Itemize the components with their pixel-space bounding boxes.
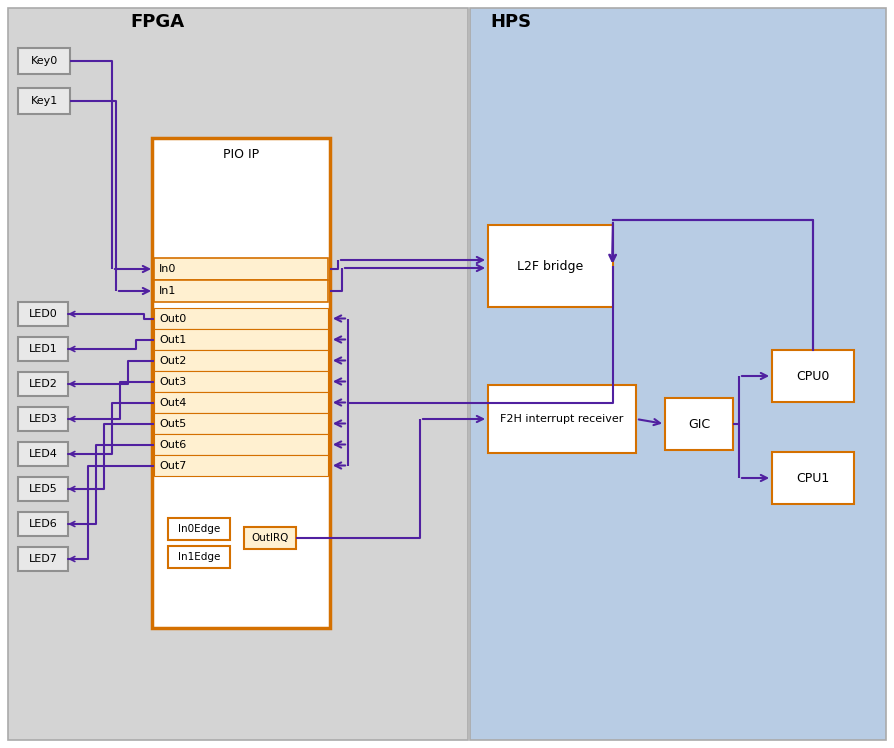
Text: Out6: Out6	[159, 440, 186, 450]
Bar	[488, 385, 636, 453]
Text: Key1: Key1	[30, 96, 57, 106]
Bar	[772, 452, 854, 504]
Bar	[18, 442, 68, 466]
Bar	[8, 8, 468, 740]
Text: In1: In1	[159, 286, 176, 296]
Text: PIO IP: PIO IP	[223, 147, 259, 161]
Text: In0Edge: In0Edge	[178, 524, 220, 534]
Bar	[18, 512, 68, 536]
Bar	[154, 280, 328, 302]
Text: LED5: LED5	[29, 484, 57, 494]
Text: Out4: Out4	[159, 397, 186, 408]
Text: LED4: LED4	[29, 449, 57, 459]
Bar	[18, 302, 68, 326]
Bar	[154, 308, 328, 329]
Text: GIC: GIC	[688, 417, 710, 431]
Text: LED7: LED7	[29, 554, 57, 564]
Text: Out2: Out2	[159, 355, 186, 366]
Text: In1Edge: In1Edge	[178, 552, 220, 562]
Bar	[18, 477, 68, 501]
Text: LED6: LED6	[29, 519, 57, 529]
Text: LED1: LED1	[29, 344, 57, 354]
Bar	[470, 8, 886, 740]
Text: Out7: Out7	[159, 461, 186, 470]
Text: In0: In0	[159, 264, 176, 274]
Bar	[154, 350, 328, 371]
Text: CPU0: CPU0	[797, 370, 830, 382]
Bar	[154, 455, 328, 476]
Text: LED3: LED3	[29, 414, 57, 424]
Bar	[488, 225, 613, 307]
Text: L2F bridge: L2F bridge	[518, 260, 584, 272]
Bar	[154, 258, 328, 280]
Bar	[154, 371, 328, 392]
Bar	[168, 546, 230, 568]
Bar	[18, 372, 68, 396]
Text: Out0: Out0	[159, 313, 186, 323]
Bar	[18, 547, 68, 571]
Text: OutIRQ: OutIRQ	[251, 533, 289, 543]
Bar	[244, 527, 296, 549]
Text: CPU1: CPU1	[797, 471, 830, 485]
Text: HPS: HPS	[490, 13, 531, 31]
Bar	[18, 48, 70, 74]
Bar	[152, 138, 330, 628]
Bar	[18, 407, 68, 431]
Bar	[154, 434, 328, 455]
Text: LED0: LED0	[29, 309, 57, 319]
Bar	[154, 392, 328, 413]
Text: LED2: LED2	[29, 379, 57, 389]
Bar	[18, 88, 70, 114]
Bar	[18, 337, 68, 361]
Text: Out1: Out1	[159, 334, 186, 345]
Bar	[665, 398, 733, 450]
Bar	[772, 350, 854, 402]
Text: Key0: Key0	[30, 56, 57, 66]
Bar	[168, 518, 230, 540]
Bar	[154, 329, 328, 350]
Bar	[154, 413, 328, 434]
Text: FPGA: FPGA	[130, 13, 184, 31]
Text: F2H interrupt receiver: F2H interrupt receiver	[501, 414, 624, 424]
Text: Out5: Out5	[159, 418, 186, 429]
Text: Out3: Out3	[159, 376, 186, 387]
